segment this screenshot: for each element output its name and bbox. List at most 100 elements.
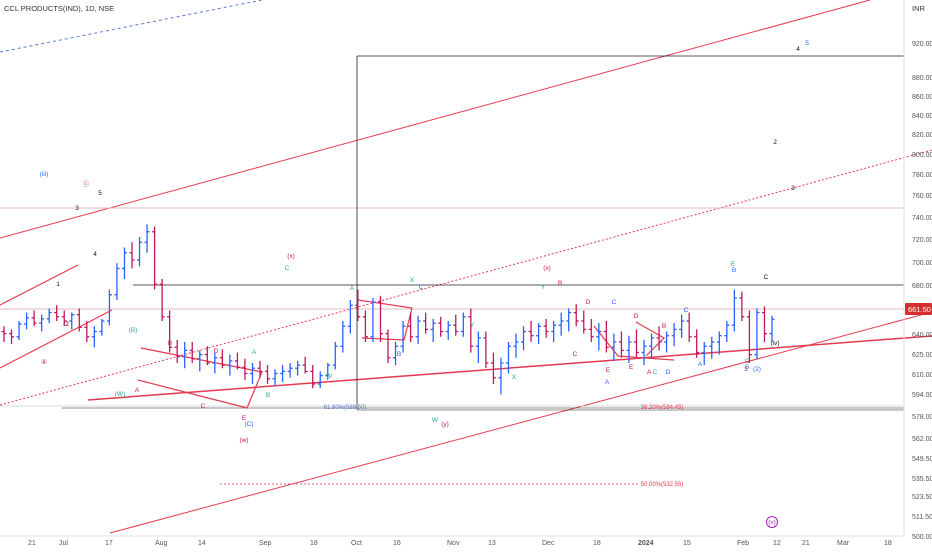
price-tick-label: 760.00 xyxy=(912,193,932,200)
price-tick-label: 640.00 xyxy=(912,332,932,339)
ohlc-bar xyxy=(453,314,459,336)
price-tick-label: 549.50 xyxy=(912,456,932,463)
wave-label: (B) xyxy=(129,327,138,334)
ohlc-bar xyxy=(460,312,466,337)
fib-level-label: 38.20%(584.45) xyxy=(641,405,684,411)
ohlc-bar xyxy=(287,363,293,378)
ohlc-bar xyxy=(76,308,82,332)
ohlc-bar xyxy=(588,318,594,342)
ohlc-bar xyxy=(558,312,564,336)
price-tick-label: 680.00 xyxy=(912,283,932,290)
ohlc-bar xyxy=(393,342,399,366)
ohlc-bar xyxy=(280,365,286,382)
ohlc-bar xyxy=(385,329,391,363)
wave-label: 2 xyxy=(65,321,69,328)
wedge-triangle-w xyxy=(137,347,263,409)
last-price-tag xyxy=(905,303,932,315)
ohlc-bar xyxy=(265,365,271,384)
ohlc-bar xyxy=(99,318,105,336)
wave-label: C xyxy=(419,284,424,291)
wave-label: (x) xyxy=(287,253,295,260)
ohlc-bar xyxy=(415,315,421,345)
ohlc-bar xyxy=(505,342,511,374)
ohlc-bar xyxy=(234,352,240,370)
wave-label: (C) xyxy=(244,421,253,428)
price-tick-label: 511.50 xyxy=(912,514,932,521)
ohlc-bar xyxy=(551,321,557,342)
ohlc-bar xyxy=(54,305,60,321)
wave-label: E xyxy=(242,415,247,422)
fib-level-label: 61.80%(589.50) xyxy=(324,405,367,411)
ohlc-bar xyxy=(626,335,632,363)
wave-label: B xyxy=(266,392,270,399)
early-channel-bottom xyxy=(0,309,113,369)
wave-label: 4 xyxy=(796,46,800,53)
wave-label: B xyxy=(662,323,666,330)
ohlc-bar xyxy=(144,224,150,253)
wave-label: 1 xyxy=(0,0,2,2)
wave-label: (y) xyxy=(441,421,449,428)
ohlc-bar xyxy=(129,242,135,269)
wave-label: C xyxy=(653,369,658,376)
price-tick-label: 840.00 xyxy=(912,113,932,120)
wave-label: (2) xyxy=(753,366,761,373)
time-tick-label: 14 xyxy=(198,540,206,547)
ohlc-bar xyxy=(536,323,542,345)
wave-label: 2 xyxy=(773,139,777,146)
wave-label: B xyxy=(558,280,562,287)
ohlc-bar xyxy=(242,358,248,380)
ohlc-bar xyxy=(694,329,700,358)
ohlc-bar xyxy=(611,333,617,361)
time-tick-label: Nov xyxy=(447,540,460,547)
time-tick-label: 16 xyxy=(393,540,401,547)
ohlc-bar xyxy=(197,350,203,372)
ohlc-bar xyxy=(46,308,52,324)
time-tick-label: Dec xyxy=(542,540,555,547)
wave-label: D xyxy=(666,369,671,376)
ohlc-bar xyxy=(84,321,90,342)
ohlc-bar xyxy=(430,318,436,342)
time-tick-label: 2024 xyxy=(638,540,654,547)
ohlc-bar xyxy=(664,331,670,353)
wave-label: 5 xyxy=(805,40,809,47)
wave-label: C xyxy=(285,265,290,272)
wave-label: 4 xyxy=(93,251,97,258)
wave-label: 1 xyxy=(744,366,748,373)
ohlc-bar xyxy=(731,289,737,332)
price-tick-label: 523.50 xyxy=(912,494,932,501)
wave-label: C xyxy=(573,351,578,358)
ohlc-bar xyxy=(468,308,474,353)
time-tick-label: 21 xyxy=(802,540,810,547)
wave-label: E xyxy=(731,261,736,268)
blue-dotted-line xyxy=(0,0,263,53)
ohlc-bar xyxy=(174,339,180,363)
wave-label: Y xyxy=(541,284,546,291)
ohlc-bar xyxy=(408,312,414,342)
ohlc-bar xyxy=(302,356,308,374)
price-tick-label: 740.00 xyxy=(912,215,932,222)
ohlc-bar xyxy=(701,342,707,366)
ohlc-bar xyxy=(400,321,406,353)
wave-label: (v) xyxy=(768,519,776,526)
wave-label: B xyxy=(397,351,401,358)
wave-label: X xyxy=(512,374,517,381)
price-tick-label: 780.00 xyxy=(912,172,932,179)
ohlc-bar xyxy=(438,316,444,337)
ohlc-bar xyxy=(377,295,383,342)
wave-label: 5 xyxy=(98,190,102,197)
ohlc-bar xyxy=(686,312,692,342)
price-tick-label: 535.50 xyxy=(912,476,932,483)
price-tick-label: 625.00 xyxy=(912,352,932,359)
time-tick-label: Feb xyxy=(737,540,749,547)
ohlc-bar xyxy=(656,326,662,351)
wave-label: ④ xyxy=(41,358,47,366)
time-tick-label: 21 xyxy=(28,540,36,547)
ohlc-bar xyxy=(475,331,481,363)
price-tick-label: 594.00 xyxy=(912,392,932,399)
price-tick-label: 800.00 xyxy=(912,152,932,159)
time-tick-label: Aug xyxy=(155,540,168,547)
ohlc-bar xyxy=(39,314,45,332)
ohlc-bar xyxy=(69,312,75,330)
